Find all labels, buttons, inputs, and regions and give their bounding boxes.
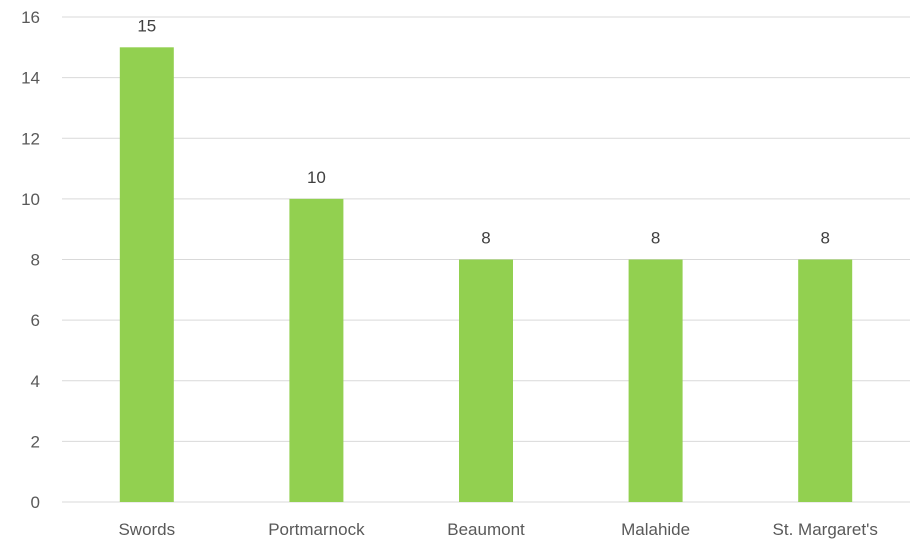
data-label: 8 <box>651 229 660 248</box>
data-label: 10 <box>307 168 326 187</box>
y-tick-label: 6 <box>31 311 40 330</box>
bar <box>289 198 344 502</box>
category-label: Malahide <box>621 520 690 539</box>
x-axis-category-labels: Swords Portmarnock Beaumont Malahide St. Mar… <box>118 520 877 539</box>
category-label: Beaumont <box>447 520 525 539</box>
data-label: 15 <box>137 16 156 35</box>
data-labels: 15 10 8 8 8 <box>137 16 830 247</box>
category-label: Portmarnock <box>268 520 365 539</box>
data-label: 8 <box>820 229 829 248</box>
category-label: St. Margaret's <box>773 520 878 539</box>
y-tick-label: 2 <box>31 432 40 451</box>
y-tick-label: 12 <box>21 129 40 148</box>
y-tick-label: 8 <box>31 251 40 270</box>
y-axis-tick-labels: 0 2 4 6 8 10 12 14 16 <box>21 8 40 512</box>
bars <box>119 47 853 502</box>
y-tick-label: 4 <box>31 372 40 391</box>
y-tick-label: 16 <box>21 8 40 27</box>
y-tick-label: 0 <box>31 493 40 512</box>
y-tick-label: 14 <box>21 69 40 88</box>
bar <box>628 259 683 502</box>
data-label: 8 <box>481 229 490 248</box>
bar <box>798 259 853 502</box>
y-tick-label: 10 <box>21 190 40 209</box>
bar <box>119 47 174 502</box>
bar <box>459 259 513 502</box>
category-label: Swords <box>118 520 175 539</box>
